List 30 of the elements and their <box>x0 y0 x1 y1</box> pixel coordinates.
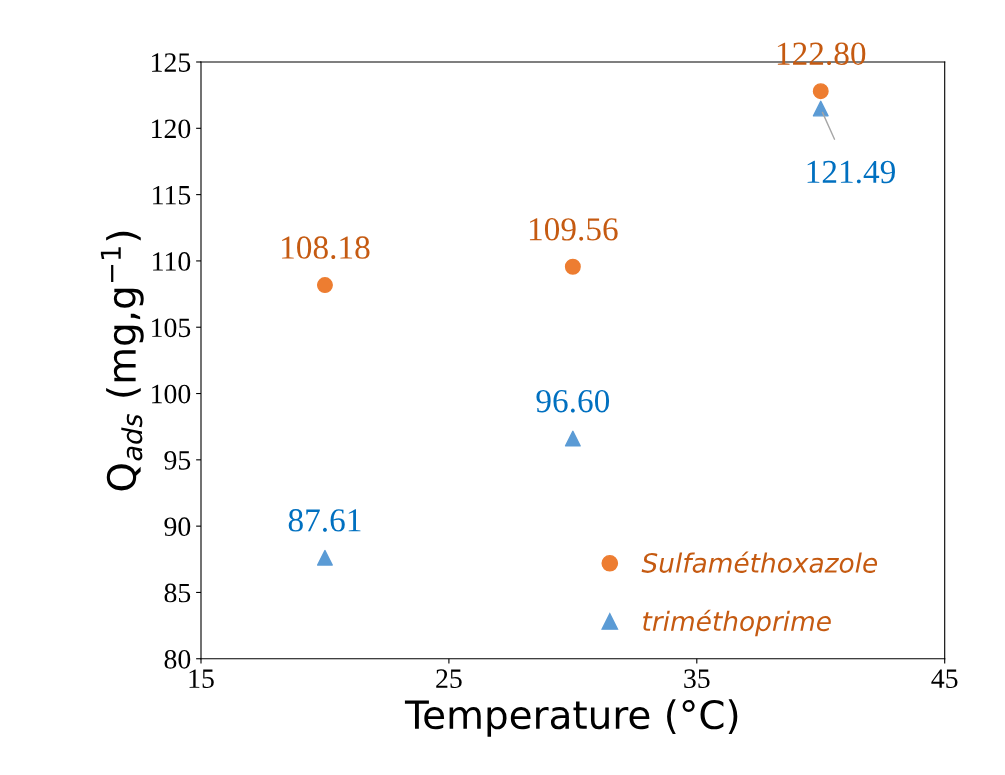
point <box>564 430 581 447</box>
legend-label: triméthoprime <box>643 609 831 637</box>
y-tick-label: 105 <box>152 318 191 338</box>
point <box>316 277 333 294</box>
data-label: 121.49 <box>807 160 895 184</box>
y-tick-label: 120 <box>152 119 191 139</box>
point <box>812 100 829 117</box>
y-tick-label: 85 <box>164 583 191 603</box>
point <box>564 258 581 275</box>
y-tick-label: 115 <box>153 185 191 205</box>
data-label: 87.61 <box>288 509 361 532</box>
data-label: 96.60 <box>536 389 610 413</box>
point <box>316 549 333 566</box>
y-tick-label: 90 <box>164 517 191 537</box>
y-tick-label: 80 <box>164 649 191 669</box>
x-tick-label: 15 <box>189 669 214 689</box>
x-axis-title: Temperature (°C) <box>404 699 738 737</box>
y-tick-label: 110 <box>153 252 191 271</box>
y-tick-label: 100 <box>152 384 191 404</box>
data-label: 108.18 <box>282 236 370 259</box>
data-label: 109.56 <box>529 218 618 241</box>
x-tick-label: 35 <box>684 669 710 689</box>
y-tick-label: 125 <box>152 53 191 72</box>
x-tick-label: 25 <box>436 669 462 689</box>
data-label: 122.80 <box>777 42 866 66</box>
y-axis-title: Q$_{ads}$ (mg,g$^{−1}$) <box>100 231 144 491</box>
legend-label: Sulfaméthoxazole <box>641 551 878 573</box>
y-tick-label: 95 <box>164 451 191 470</box>
point <box>812 83 829 100</box>
x-tick-label: 45 <box>931 669 958 689</box>
